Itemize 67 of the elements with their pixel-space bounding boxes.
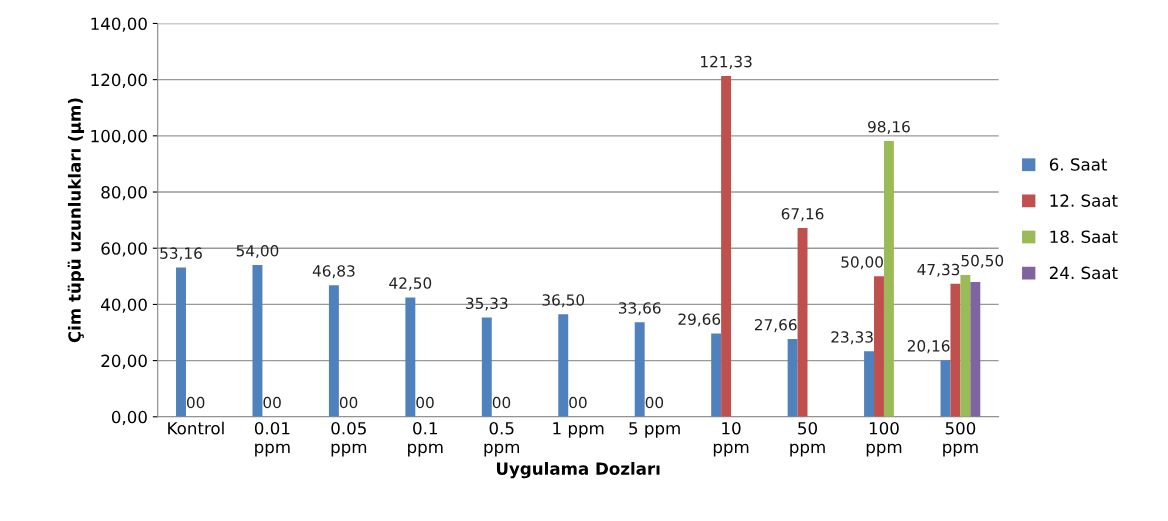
x-tick-label: 0.05 ppm — [331, 421, 367, 457]
data-label: 33,66 — [619, 302, 661, 316]
x-tick-label: 1 ppm — [553, 422, 604, 438]
data-label: 27,66 — [754, 319, 797, 333]
legend-label: 18. Saat — [1050, 230, 1118, 244]
y-tick-label: 120,00 — [91, 73, 147, 88]
data-label: 67,16 — [781, 208, 824, 222]
y-tick-label: 60,00 — [101, 242, 147, 257]
x-tick-label: 5 ppm — [629, 422, 680, 438]
x-tick-label: 0.5 ppm — [484, 421, 519, 457]
x-tick-label: Kontrol — [168, 421, 224, 435]
legend-label: 24. Saat — [1049, 266, 1118, 280]
bar — [252, 265, 263, 417]
data-label: 50,50 — [961, 254, 1004, 268]
y-axis-title: Çim tüpü uzunlukları (µm) — [67, 98, 85, 343]
bar — [787, 339, 798, 417]
legend-label: 6. Saat — [1049, 158, 1108, 171]
data-label: 00 — [263, 396, 281, 409]
bar — [874, 276, 884, 417]
bar — [328, 285, 339, 417]
data-label: 20,16 — [907, 340, 950, 354]
data-label: 00 — [339, 396, 358, 409]
bar — [634, 322, 645, 417]
data-label: 35,33 — [466, 297, 508, 311]
data-label: 46,83 — [312, 265, 355, 279]
data-label: 23,33 — [831, 331, 873, 345]
data-label: 00 — [186, 396, 205, 409]
bar — [940, 360, 951, 417]
data-label: 53,16 — [160, 247, 202, 261]
x-tick-label: 10 ppm — [713, 421, 749, 457]
y-tick-label: 20,00 — [101, 354, 147, 369]
bar — [883, 141, 894, 417]
x-axis-title: Uygulama Dozları — [496, 462, 660, 479]
data-label: 121,33 — [701, 55, 752, 69]
data-label: 00 — [492, 396, 511, 409]
data-label: 00 — [416, 396, 434, 409]
data-label: 00 — [645, 396, 664, 409]
data-label: 98,16 — [868, 120, 910, 135]
x-tick-label: 100 ppm — [866, 421, 902, 457]
bar — [797, 228, 808, 417]
data-label: 47,33 — [917, 263, 960, 277]
data-label: 29,66 — [678, 313, 721, 327]
bar — [711, 333, 722, 417]
x-tick-label: 50 ppm — [790, 421, 825, 457]
bar — [405, 297, 416, 417]
bar — [721, 75, 732, 417]
bar — [970, 281, 981, 417]
y-tick-label: 80,00 — [101, 185, 147, 201]
bar — [864, 351, 875, 417]
data-label: 00 — [569, 396, 587, 409]
bar — [950, 283, 961, 417]
y-tick-label: 40,00 — [101, 298, 147, 313]
bar — [558, 314, 569, 417]
y-tick-label: 100,00 — [91, 129, 147, 145]
x-tick-label: 500 ppm — [943, 421, 978, 457]
x-tick-label: 0.1 ppm — [408, 421, 443, 457]
data-label: 42,50 — [389, 277, 432, 291]
data-label: 50,00 — [841, 256, 883, 270]
legend-label: 12. Saat — [1050, 194, 1118, 207]
bar — [176, 267, 186, 417]
data-label: 36,50 — [542, 294, 585, 308]
bar — [481, 317, 492, 417]
bar — [960, 274, 971, 417]
x-tick-label: 0.01 ppm — [254, 421, 290, 457]
data-label: 54,00 — [236, 245, 279, 259]
y-tick-label: 140,00 — [91, 17, 147, 32]
y-tick-label: 0,00 — [111, 410, 147, 426]
